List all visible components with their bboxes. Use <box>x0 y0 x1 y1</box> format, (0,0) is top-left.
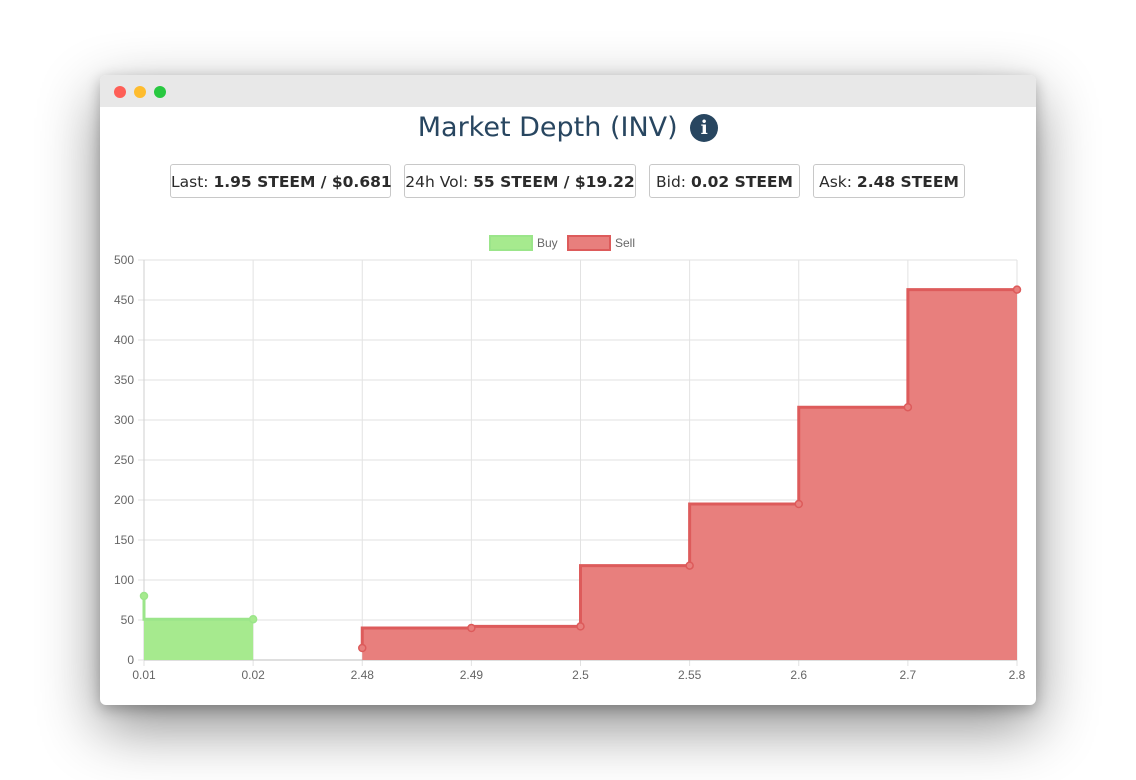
page-title-row: Market Depth (INV) i <box>100 111 1036 145</box>
y-tick-label: 150 <box>114 533 134 547</box>
bid-label: Bid: <box>656 173 691 191</box>
x-tick-label: 2.7 <box>900 668 917 682</box>
volume-label: 24h Vol: <box>405 173 474 191</box>
last-price-badge: Last: 1.95 STEEM / $0.681 <box>170 164 392 198</box>
y-tick-label: 500 <box>114 253 134 267</box>
legend-sell-label[interactable]: Sell <box>615 236 635 250</box>
y-tick-label: 50 <box>121 613 135 627</box>
page-title: Market Depth (INV) <box>417 112 678 143</box>
market-depth-chart[interactable]: 0 50 100 150 200 250 300 350 400 450 500 0.01 0.02 2.… <box>100 225 1036 695</box>
sell-point[interactable] <box>1012 285 1022 294</box>
x-tick-label: 2.8 <box>1009 668 1026 682</box>
sell-point[interactable] <box>358 643 367 653</box>
x-tick-label: 0.02 <box>241 668 265 682</box>
y-tick-label: 0 <box>127 653 134 667</box>
legend-sell-swatch[interactable] <box>567 235 611 251</box>
sell-point[interactable] <box>576 622 585 631</box>
maximize-window-button[interactable] <box>154 86 166 98</box>
sell-point[interactable] <box>467 623 476 633</box>
ask-value: 2.48 STEEM <box>856 173 959 191</box>
y-tick-label: 250 <box>114 453 134 467</box>
x-tick-label: 2.5 <box>572 668 589 682</box>
buy-area <box>144 596 254 660</box>
info-circle-icon[interactable]: i <box>690 114 719 142</box>
last-price-value: 1.95 STEEM / $0.681 <box>213 173 392 191</box>
last-price-label: Last: <box>171 173 214 191</box>
y-tick-label: 350 <box>114 373 134 387</box>
y-tick-label: 400 <box>114 333 134 347</box>
minimize-window-button[interactable] <box>134 86 146 98</box>
ask-badge: Ask: 2.48 STEEM <box>813 164 965 198</box>
y-tick-label: 300 <box>114 413 134 427</box>
ask-label: Ask: <box>819 173 857 191</box>
buy-point[interactable] <box>248 614 258 624</box>
volume-badge: 24h Vol: 55 STEEM / $19.22 <box>404 164 636 198</box>
title-bar <box>100 75 1036 107</box>
x-tick-label: 2.6 <box>790 668 807 682</box>
bid-value: 0.02 STEEM <box>690 173 793 191</box>
y-tick-label: 100 <box>114 573 134 587</box>
x-tick-label: 0.01 <box>132 668 156 682</box>
buy-point[interactable] <box>139 591 149 601</box>
legend-buy-label[interactable]: Buy <box>537 236 558 250</box>
x-tick-label: 2.49 <box>460 668 484 682</box>
x-tick-label: 2.48 <box>351 668 375 682</box>
y-tick-label: 200 <box>114 493 134 507</box>
sell-area <box>362 289 1017 660</box>
y-tick-label: 450 <box>114 293 134 307</box>
legend-buy-swatch[interactable] <box>489 235 533 251</box>
sell-point[interactable] <box>685 561 694 570</box>
bid-badge: Bid: 0.02 STEEM <box>649 164 800 198</box>
volume-value: 55 STEEM / $19.22 <box>473 173 635 191</box>
x-tick-label: 2.55 <box>678 668 702 682</box>
app-window: Market Depth (INV) i Last: 1.95 STEEM / … <box>100 75 1036 705</box>
close-window-button[interactable] <box>114 86 126 98</box>
sell-point[interactable] <box>903 402 913 412</box>
buy-line <box>142 596 254 621</box>
sell-point[interactable] <box>794 499 803 509</box>
